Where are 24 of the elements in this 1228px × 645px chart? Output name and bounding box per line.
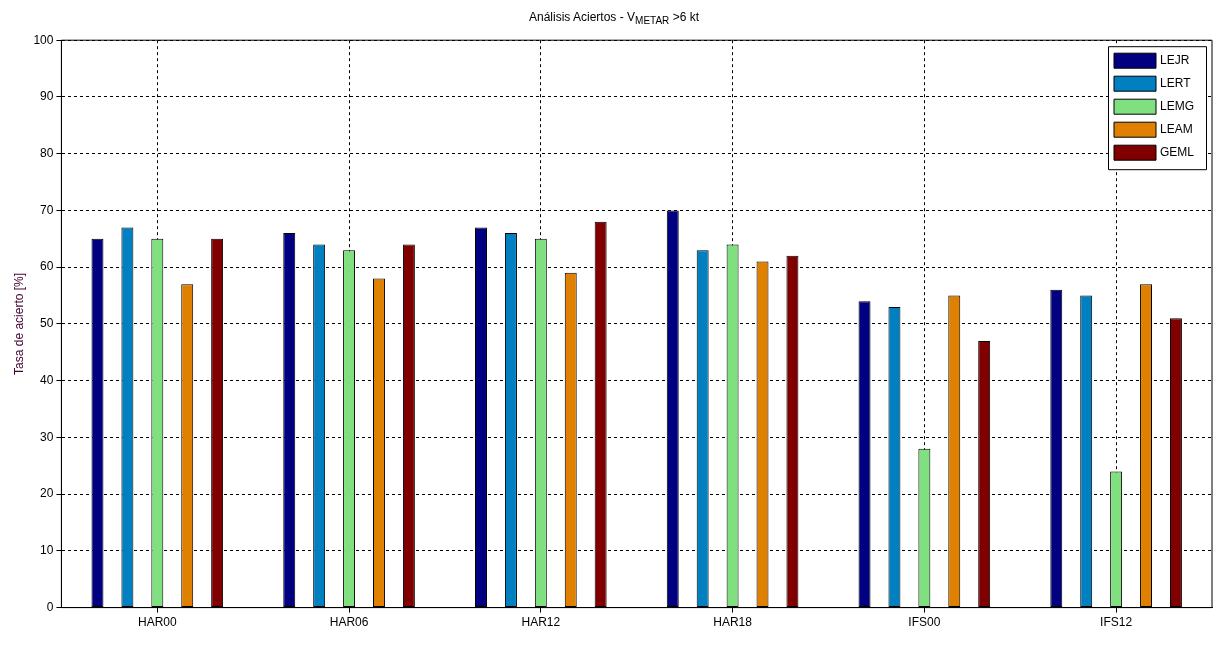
y-tick-label: 0 xyxy=(46,599,54,614)
x-tick-label: IFS12 xyxy=(1100,615,1133,630)
y-tick-label: 50 xyxy=(40,316,54,331)
legend-label: LEJR xyxy=(1160,53,1190,68)
y-tick-label: 30 xyxy=(40,429,54,444)
y-tick-label: 90 xyxy=(40,89,54,104)
y-tick-label: 80 xyxy=(40,145,54,160)
x-tick-label: HAR00 xyxy=(137,615,177,630)
y-tick-label: 10 xyxy=(40,543,54,558)
y-tick-label: 40 xyxy=(40,372,54,387)
legend-label: LEAM xyxy=(1160,122,1193,137)
legend-label: LERT xyxy=(1160,76,1192,91)
y-tick-label: 100 xyxy=(33,32,54,47)
y-tick-label: 20 xyxy=(40,486,54,501)
x-tick-label: IFS00 xyxy=(908,615,941,630)
x-tick-label: HAR12 xyxy=(521,615,561,630)
x-tick-label: HAR18 xyxy=(713,615,753,630)
x-tick-label: HAR06 xyxy=(329,615,369,630)
chart-title: Análisis Aciertos - V$_{METAR}$ >6 kt xyxy=(528,9,700,29)
legend-label: LEMG xyxy=(1160,99,1195,114)
y-tick-label: 60 xyxy=(40,259,54,274)
y-axis-title: Tasa de acierto [%] xyxy=(11,272,26,375)
legend-label: GEML xyxy=(1160,145,1195,160)
y-tick-label: 70 xyxy=(40,202,54,217)
